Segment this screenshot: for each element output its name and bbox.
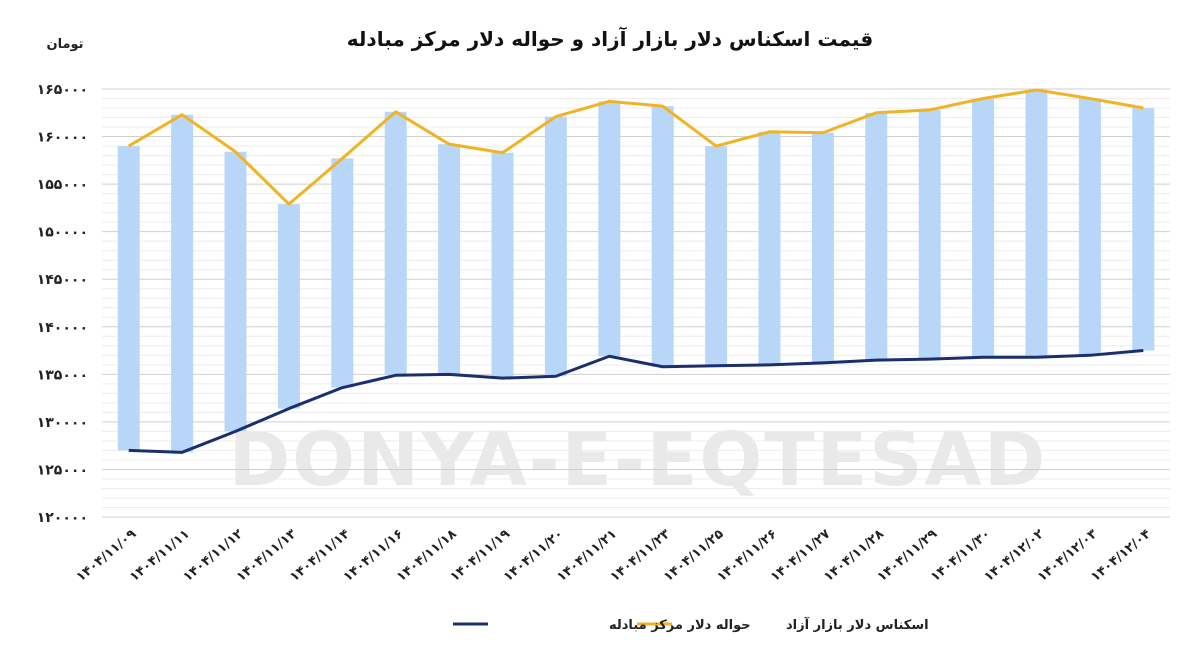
x-tick-layer: ۱۴۰۴/۱۱/۰۹۱۴۰۴/۱۱/۱۱۱۴۰۴/۱۱/۱۲۱۴۰۴/۱۱/۱۳… (74, 527, 1154, 585)
range-bar (224, 151, 247, 432)
y-tick-label: ۱۶۵۰۰۰ (37, 82, 88, 98)
range-bar (171, 114, 194, 453)
y-tick-label: ۱۳۵۰۰۰ (37, 367, 88, 383)
y-tick-label: ۱۳۰۰۰۰ (37, 415, 88, 431)
line-layer (127, 88, 1144, 454)
y-tick-label: ۱۶۰۰۰۰ (37, 130, 88, 146)
range-bar (384, 111, 407, 376)
y-tick-label: ۱۵۵۰۰۰ (37, 177, 88, 193)
range-bar (972, 98, 995, 358)
range-bar (865, 112, 888, 361)
range-bar (758, 131, 781, 365)
y-tick-layer: ۱۲۰۰۰۰ ۱۲۵۰۰۰ ۱۳۰۰۰۰ ۱۳۵۰۰۰ ۱۴۰۰۰۰ ۱۴۵۰۰۰ ۱۵۰۰… (37, 82, 88, 526)
range-bar (544, 116, 567, 377)
series-line-free-market (127, 88, 1144, 206)
range-bar (1132, 108, 1155, 351)
range-bar (811, 132, 834, 363)
series-line-exchange-center (128, 349, 1144, 454)
range-bar (1078, 98, 1101, 356)
range-bar (117, 146, 140, 451)
y-tick-label: ۱۲۰۰۰۰ (37, 510, 88, 526)
range-bar (491, 152, 514, 379)
band-layer (117, 89, 1155, 453)
range-bar (598, 101, 621, 357)
y-tick-label: ۱۵۰۰۰۰ (37, 225, 88, 241)
y-tick-label: ۱۲۵۰۰۰ (37, 462, 88, 478)
range-bar (1025, 89, 1048, 358)
range-bar (918, 109, 941, 360)
legend: اسکناس دلار بازار آزاد حواله دلار مرکز م… (453, 616, 929, 633)
chart-title: قیمت اسکناس دلار بازار آزاد و حواله دلار… (347, 26, 873, 51)
range-bar (705, 146, 728, 366)
y-tick-label: ۱۴۵۰۰۰ (37, 272, 88, 288)
legend-label-exchange-center: حواله دلار مرکز مبادله (609, 618, 751, 633)
range-bar (438, 144, 461, 375)
range-bar (331, 158, 354, 388)
range-bar (651, 106, 674, 367)
legend-label-free-market: اسکناس دلار بازار آزاد (786, 616, 929, 633)
y-tick-label: ۱۴۰۰۰۰ (37, 320, 88, 336)
range-bar (277, 204, 300, 409)
y-unit-label: تومان (46, 37, 83, 52)
